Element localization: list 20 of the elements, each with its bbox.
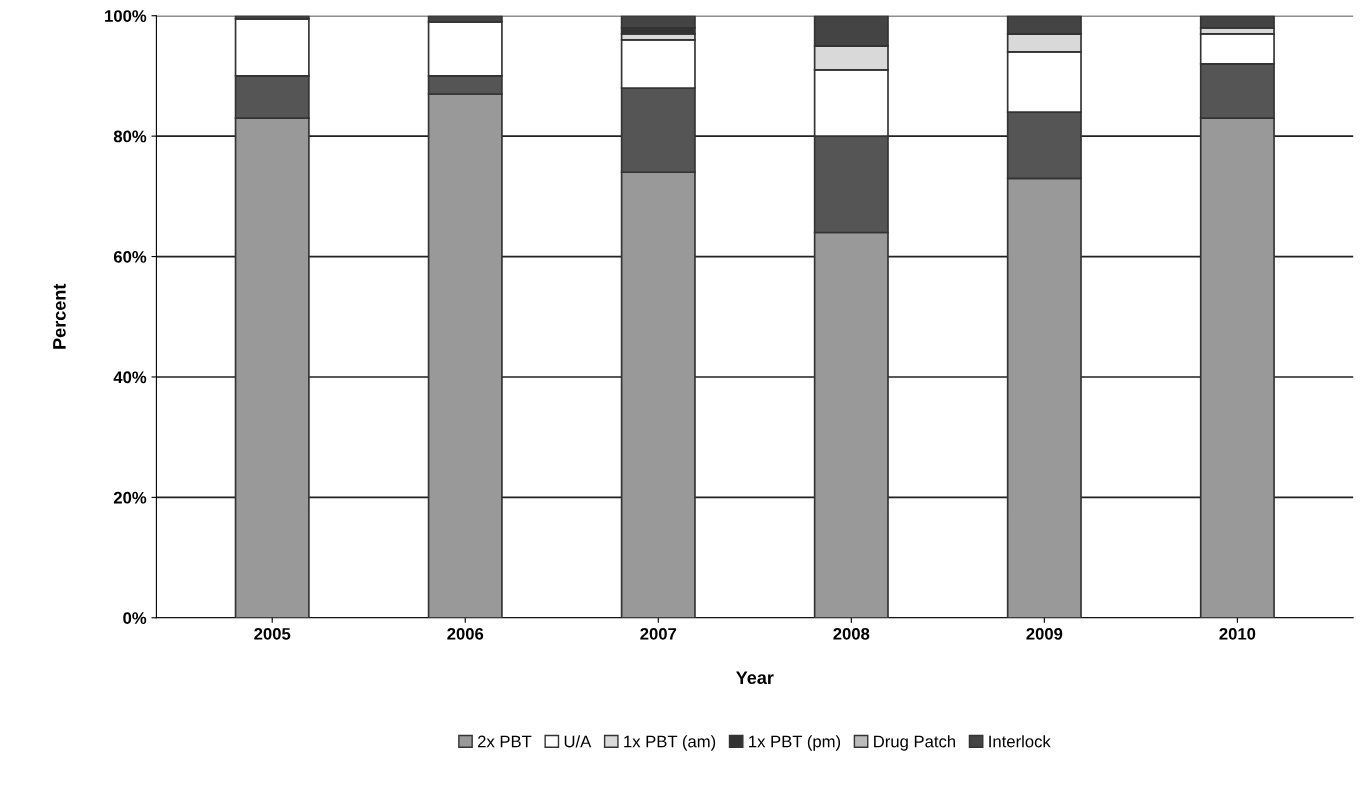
y-tick-label: 80% (113, 130, 147, 143)
x-tick-label: 2010 (1219, 627, 1256, 640)
y-tick-label: 20% (113, 491, 147, 504)
x-tick-label: 2009 (1026, 627, 1063, 640)
legend-label: Drug Patch (874, 735, 956, 751)
x-tick-label: 2007 (640, 627, 677, 640)
y-tick-label: 60% (113, 250, 147, 263)
legend-label: 1x PBT (pm) (749, 735, 841, 751)
y-tick-label: 40% (113, 371, 147, 384)
y-axis-title: Percent (53, 283, 66, 349)
x-tick-label: 2008 (833, 627, 870, 640)
x-tick-label: 2006 (447, 627, 484, 640)
y-tick-label: 100% (105, 10, 147, 22)
legend-label: U/A (564, 735, 592, 748)
legend-label: Interlock (989, 735, 1051, 748)
legend-label: 1x PBT (am) (624, 735, 716, 751)
y-tick-label: 0% (123, 612, 147, 624)
x-tick-label: 2005 (254, 627, 291, 640)
x-axis-title: Year (736, 671, 774, 685)
legend-label: 2x PBT (478, 735, 532, 748)
